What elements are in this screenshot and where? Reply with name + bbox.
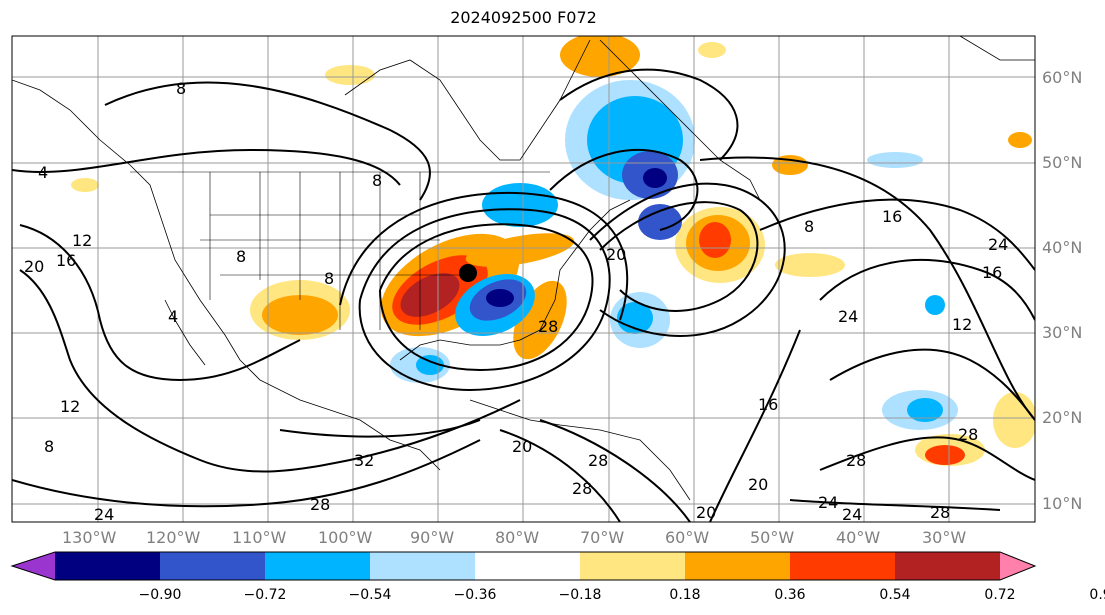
colorbar-segment (580, 552, 686, 580)
contour-label: 8 (324, 269, 334, 288)
contour-label: 12 (60, 397, 80, 416)
lon-label: 80°W (495, 528, 540, 547)
colorbar-extend-high (1000, 552, 1035, 580)
colorbar-segment (265, 552, 371, 580)
contour-label: 20 (696, 503, 716, 522)
colorbar-segment (790, 552, 896, 580)
lat-label: 50°N (1042, 153, 1083, 172)
contour-label: 28 (310, 495, 330, 514)
lat-label: 30°N (1042, 323, 1083, 342)
colorbar-tick-label: 0.36 (774, 587, 806, 603)
contour-label: 24 (94, 505, 114, 524)
colorbar-tick-label: −0.90 (138, 587, 182, 603)
colorbar-segment (685, 552, 791, 580)
contour-label: 28 (572, 479, 592, 498)
lon-label: 100°W (318, 528, 373, 547)
lat-label: 20°N (1042, 408, 1083, 427)
contour-label: 16 (882, 207, 902, 226)
colorbar-segment (475, 552, 581, 580)
contour-label: 8 (176, 79, 186, 98)
lon-label: 40°W (836, 528, 881, 547)
contour-label: 4 (38, 163, 48, 182)
shaded-anomaly-layer (71, 36, 1035, 466)
colorbar-outline (10, 551, 1037, 581)
colorbar-tick-label: 0.90 (1089, 587, 1105, 603)
lat-label: 40°N (1042, 238, 1083, 257)
contour-label: 8 (44, 437, 54, 456)
colorbar-extend-low (12, 552, 55, 580)
lon-label: 50°W (750, 528, 795, 547)
colorbar-tick-label: 0.18 (669, 587, 701, 603)
lon-label: 90°W (410, 528, 455, 547)
contour-label: 24 (842, 505, 862, 524)
contour-label: 20 (512, 437, 532, 456)
colorbar-tick-label: −0.54 (348, 587, 392, 603)
map-frame (11, 35, 1036, 523)
contour-label: 20 (24, 257, 44, 276)
contour-label: 20 (748, 475, 768, 494)
colorbar-segment (160, 552, 266, 580)
lon-label: 60°W (665, 528, 710, 547)
contour-label: 28 (588, 451, 608, 470)
lon-label: 130°W (62, 528, 117, 547)
contour-label: 28 (846, 451, 866, 470)
contour-label: 28 (958, 425, 978, 444)
height-contours (12, 68, 1035, 522)
contour-label: 16 (982, 263, 1002, 282)
lon-label: 70°W (580, 528, 625, 547)
contour-label: 8 (804, 217, 814, 236)
colorbar-segment (55, 552, 161, 580)
storm-center-marker (459, 264, 477, 282)
contour-label: 16 (56, 251, 76, 270)
contour-label: 12 (952, 315, 972, 334)
colorbar-tick-label: 0.54 (879, 587, 911, 603)
colorbar-tick-label: −0.72 (243, 587, 287, 603)
contour-label: 8 (372, 171, 382, 190)
lon-label: 30°W (922, 528, 967, 547)
contour-label: 28 (538, 317, 558, 336)
contour-label: 24 (838, 307, 858, 326)
lat-label: 10°N (1042, 494, 1083, 513)
contour-labels: 8 4 12 20 16 4 12 8 8 8 8 20 20 16 12 8 … (24, 79, 1008, 524)
colorbar-tick-label: −0.36 (453, 587, 497, 603)
contour-label: 4 (168, 307, 178, 326)
contour-label: 32 (354, 451, 374, 470)
contour-label: 28 (930, 503, 950, 522)
lon-label: 110°W (232, 528, 287, 547)
coastlines (12, 36, 1035, 501)
colorbar-segment (895, 552, 1001, 580)
contour-label: 16 (758, 395, 778, 414)
contour-label: 24 (818, 493, 838, 512)
map-figure: 8 4 12 20 16 4 12 8 8 8 8 20 20 16 12 8 … (11, 35, 1036, 524)
colorbar-tick-label: −0.18 (558, 587, 602, 603)
colorbar-segment (370, 552, 476, 580)
colorbar-tick-label: 0.72 (984, 587, 1016, 603)
lat-label: 60°N (1042, 68, 1083, 87)
lon-label: 120°W (146, 528, 201, 547)
contour-label: 20 (606, 245, 626, 264)
contour-label: 8 (236, 247, 246, 266)
colorbar (10, 551, 1037, 581)
contour-label: 24 (988, 235, 1008, 254)
map-title: 2024092500 F072 (450, 8, 597, 27)
contour-label: 12 (72, 231, 92, 250)
